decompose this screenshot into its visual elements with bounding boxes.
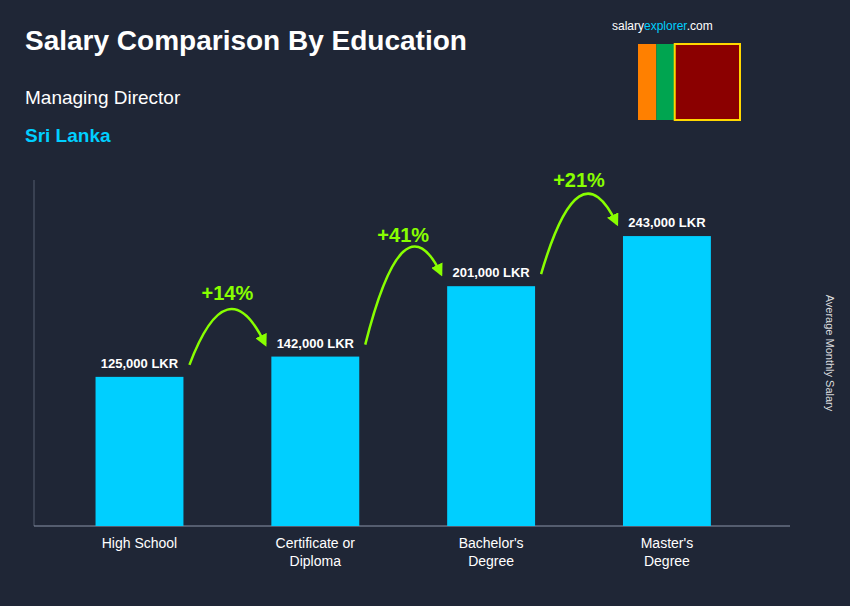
- change-arrow: [189, 309, 265, 365]
- watermark-part: .com: [687, 19, 713, 33]
- x-tick-label-line: High School: [102, 535, 178, 551]
- x-tick-label: Certificate or Diploma: [276, 535, 356, 569]
- change-label: +41%: [377, 224, 429, 246]
- bars: [96, 236, 711, 526]
- x-tick-label-line: Bachelor's: [459, 535, 524, 551]
- x-tick-label: Bachelor's Degree: [459, 535, 524, 569]
- x-tick-label-line: Diploma: [290, 553, 342, 569]
- x-tick-label: High School: [102, 535, 178, 551]
- value-label: 142,000 LKR: [277, 336, 355, 351]
- title: Salary Comparison By Education: [25, 25, 467, 56]
- x-tick-label-line: Certificate or: [276, 535, 356, 551]
- watermark: salaryexplorer.com: [612, 19, 713, 33]
- chart: Salary Comparison By Education Managing D…: [0, 0, 850, 606]
- y-axis-label: Average Monthly Salary: [824, 295, 836, 412]
- change-label: +21%: [553, 169, 605, 191]
- flag-stripe: [638, 44, 656, 120]
- watermark-part: explorer: [644, 19, 687, 33]
- value-label: 125,000 LKR: [101, 356, 179, 371]
- x-tick-label: Master's Degree: [641, 535, 693, 569]
- flag-body: [675, 44, 740, 120]
- bar: [96, 377, 184, 526]
- flag: [638, 44, 740, 120]
- y-axis-line: [34, 180, 35, 526]
- watermark-part: salary: [612, 19, 644, 33]
- country: Sri Lanka: [25, 125, 111, 146]
- flag-stripe: [656, 44, 674, 120]
- change-arrow: [541, 194, 617, 275]
- background: [0, 0, 850, 606]
- subtitle: Managing Director: [25, 87, 181, 108]
- change-arrow: [365, 246, 441, 344]
- x-tick-label-line: Degree: [468, 553, 514, 569]
- change-label: +14%: [202, 282, 254, 304]
- value-label: 243,000 LKR: [628, 215, 706, 230]
- bar: [271, 357, 359, 526]
- bar: [447, 286, 535, 526]
- x-tick-label-line: Degree: [644, 553, 690, 569]
- x-tick-label-line: Master's: [641, 535, 693, 551]
- value-label: 201,000 LKR: [452, 265, 530, 280]
- bar: [623, 236, 711, 526]
